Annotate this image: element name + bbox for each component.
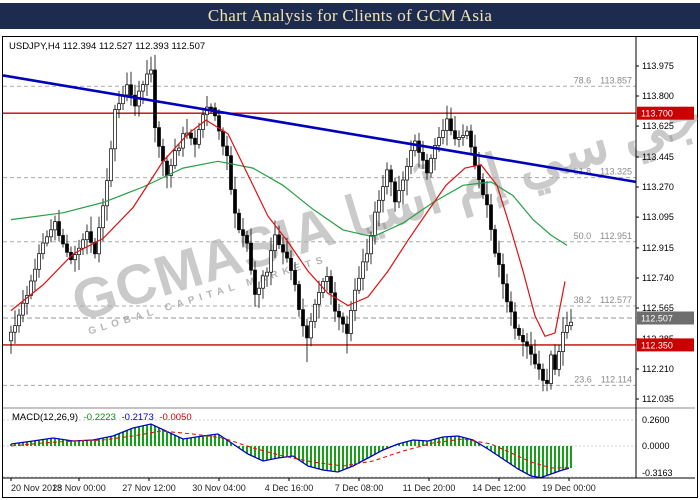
macd-tick-label: 0.0000: [642, 441, 670, 451]
fib-level-label: 61.8 113.325: [574, 167, 632, 177]
fib-level-label: 23.6 112.114: [574, 374, 632, 384]
price-box-label: 112.350: [641, 340, 673, 350]
candlesticks: [9, 54, 573, 392]
time-tick-label: 27 Nov 12:00: [122, 483, 176, 493]
ma-green-line: [10, 160, 568, 246]
fib-level-label: 50.0 112.951: [574, 231, 632, 241]
price-tick-label: 112.915: [642, 243, 674, 253]
time-tick-label: 11 Dec 20:00: [403, 483, 456, 493]
time-tick-label: 23 Nov 00:00: [52, 483, 106, 493]
price-tick-label: 113.445: [642, 152, 674, 162]
descending-trendline[interactable]: [3, 74, 637, 184]
price-tick-label: 112.565: [642, 303, 674, 313]
time-tick-label: 4 Dec 16:00: [265, 483, 314, 493]
price-tick-label: 113.270: [642, 182, 674, 192]
macd-name: MACD(12,26,9): [12, 412, 78, 423]
fib-level-label: 38.2 112.577: [574, 295, 632, 305]
macd-tick-label: -0.3163: [642, 468, 673, 478]
macd-pane: 0.2600 0.0000 -0.3163: [3, 415, 673, 479]
price-tick-label: 112.210: [642, 364, 674, 374]
fib-level-label: 78.6 113.857: [574, 75, 632, 85]
macd-main-line: [10, 423, 570, 479]
support-resistance-lines[interactable]: [3, 112, 636, 346]
macd-value-main: -0.2223: [83, 412, 116, 423]
price-tick-label: 113.095: [642, 212, 674, 222]
price-tick-label: 113.625: [642, 121, 674, 131]
macd-indicator-label: MACD(12,26,9) -0.2223 -0.2173 -0.0050: [9, 412, 192, 423]
price-box-label: 113.700: [641, 109, 673, 119]
time-tick-label: 7 Dec 08:00: [335, 483, 384, 493]
price-axis: 113.975 113.800 113.625 113.445 113.270 113.0…: [636, 61, 694, 404]
time-tick-label: 20 Nov 2018: [11, 483, 62, 493]
macd-value-signal: -0.2173: [121, 412, 154, 423]
fib-retracement: 78.6 113.857 61.8 113.325 50.0 112.951 38.2…: [3, 75, 636, 386]
price-tick-label: 112.035: [642, 394, 674, 404]
macd-tick-label: 0.2600: [642, 415, 670, 425]
chart-window: GCMASIA جي سي إم آسيا GLOBAL CAPITAL MAR…: [2, 36, 700, 498]
ma-red-line: [10, 119, 566, 338]
price-box-label: 112.507: [641, 314, 673, 324]
time-tick-label: 19 Dec 00:00: [542, 483, 596, 493]
macd-value-histogram: -0.0050: [159, 412, 192, 423]
time-tick-label: 30 Nov 04:00: [192, 483, 246, 493]
price-tick-label: 113.800: [642, 91, 674, 101]
price-tick-label: 113.975: [642, 61, 674, 71]
page-title: Chart Analysis for Clients of GCM Asia: [0, 3, 700, 29]
symbol-ohlc-label: USDJPY,H4 112.394 112.527 112.393 112.50…: [9, 41, 206, 52]
price-tick-label: 112.740: [642, 273, 674, 283]
chart-svg[interactable]: 78.6 113.857 61.8 113.325 50.0 112.951 38.2…: [3, 37, 695, 495]
time-tick-label: 14 Dec 12:00: [472, 483, 526, 493]
